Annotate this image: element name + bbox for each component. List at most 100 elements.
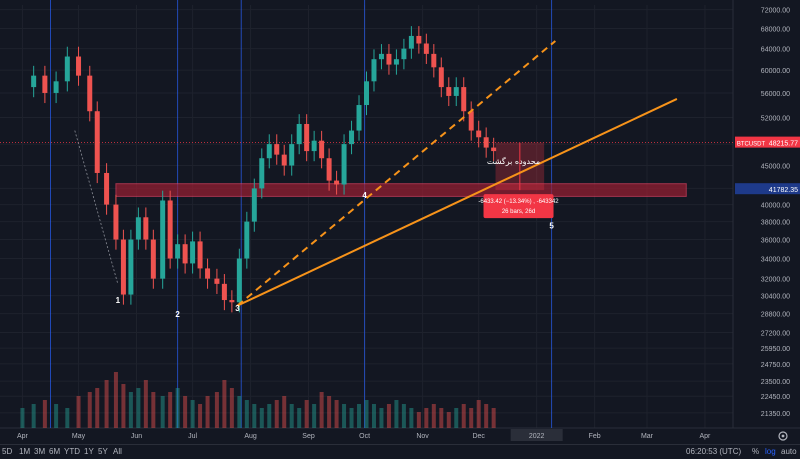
candle-body[interactable] [378, 53, 384, 60]
candle-body[interactable] [229, 300, 235, 303]
candle-body[interactable] [197, 241, 203, 269]
timeframe-5y[interactable]: 5Y [98, 447, 108, 456]
candle-body[interactable] [364, 81, 369, 106]
candle-body[interactable] [453, 87, 459, 96]
candle-body[interactable] [221, 283, 227, 301]
wave-marker-5: 5 [549, 222, 554, 231]
candle-body[interactable] [266, 144, 272, 159]
candle-body[interactable] [319, 140, 325, 159]
candle-body[interactable] [113, 204, 119, 240]
support-zone[interactable] [115, 183, 687, 197]
x-tick-label: Apr [17, 433, 29, 440]
candle-body[interactable] [205, 268, 211, 279]
candle-body[interactable] [311, 140, 317, 152]
candle-body[interactable] [160, 200, 166, 279]
candle-body[interactable] [64, 56, 70, 82]
candle-body[interactable] [401, 48, 407, 60]
candle-body[interactable] [356, 105, 362, 131]
trendline-dashed[interactable] [236, 40, 556, 307]
candle-body[interactable] [128, 239, 134, 295]
candle-body[interactable] [386, 53, 392, 65]
timeframe-all[interactable]: All [113, 447, 122, 456]
candle-body[interactable] [461, 87, 467, 112]
candle-body[interactable] [251, 188, 257, 222]
volume-bar [484, 404, 489, 428]
candle-body[interactable] [393, 59, 399, 65]
candle-body[interactable] [244, 221, 250, 259]
candle-body[interactable] [371, 59, 377, 82]
timeframe-3m[interactable]: 3M [34, 447, 46, 456]
y-tick-label: 38000.00 [761, 220, 790, 227]
volume-bar [205, 396, 210, 428]
candle-body[interactable] [274, 144, 280, 155]
timeframe-1m[interactable]: 1M [19, 447, 31, 456]
candle-body[interactable] [289, 144, 295, 166]
timeframe-5d[interactable]: 5D [2, 447, 13, 456]
y-tick-label: 27200.00 [761, 331, 790, 338]
candle-body[interactable] [87, 75, 93, 112]
candle-body[interactable] [53, 81, 59, 93]
y-tick-label: 72000.00 [761, 8, 790, 15]
candle-body[interactable] [104, 172, 110, 205]
candle-body[interactable] [476, 130, 482, 138]
candle-body[interactable] [259, 158, 265, 189]
candle-body[interactable] [167, 200, 173, 259]
candle-body[interactable] [423, 43, 429, 54]
candle-body[interactable] [76, 56, 82, 76]
timeframe-6m[interactable]: 6M [49, 447, 61, 456]
candle-body[interactable] [31, 75, 37, 88]
volume-bar [446, 412, 451, 428]
candle-body[interactable] [408, 35, 414, 49]
candle-body[interactable] [446, 87, 452, 96]
x-tick-label: Feb [589, 433, 601, 440]
volume-bar [439, 408, 444, 428]
percent-toggle[interactable]: % [752, 447, 760, 456]
timeframe-1y[interactable]: 1Y [84, 447, 94, 456]
trendline-dotted[interactable] [74, 130, 119, 284]
candle-body[interactable] [236, 258, 242, 303]
candle-body[interactable] [349, 130, 355, 145]
volume-bar [394, 400, 399, 428]
candle-body[interactable] [150, 239, 156, 279]
candle-body[interactable] [468, 111, 474, 131]
candle-body[interactable] [182, 244, 188, 264]
candle-body[interactable] [190, 241, 196, 264]
candle-body[interactable] [438, 67, 444, 88]
volume-bar [267, 404, 272, 428]
candle-body[interactable] [304, 123, 310, 152]
timeframe-ytd[interactable]: YTD [64, 447, 80, 456]
candle-body[interactable] [431, 53, 437, 68]
volume-bar [121, 384, 126, 428]
log-toggle[interactable]: log [765, 447, 776, 456]
candle-body[interactable] [120, 239, 126, 295]
y-tick-label: 22450.00 [761, 394, 790, 401]
candle-body[interactable] [143, 217, 149, 240]
y-tick-label: 52000.00 [761, 116, 790, 123]
candle-body[interactable] [334, 180, 340, 185]
candle-body[interactable] [491, 147, 497, 152]
volume-bar [20, 408, 25, 428]
settings-gear-icon[interactable] [778, 431, 788, 441]
volume-bar [252, 404, 257, 428]
candle-body[interactable] [296, 123, 302, 145]
auto-toggle[interactable]: auto [781, 447, 797, 456]
volume-bar [297, 408, 302, 428]
candle-body[interactable] [483, 137, 489, 148]
candle-body[interactable] [326, 158, 332, 181]
volume-bar [175, 388, 180, 428]
price-chart[interactable]: 72000.00 68000.00 64000.00 60000.00 56000.00… [0, 0, 800, 444]
candle-body[interactable] [175, 244, 181, 259]
candle-body[interactable] [94, 111, 100, 173]
volume-bar [214, 392, 219, 428]
candle-body[interactable] [341, 144, 347, 185]
candle-body[interactable] [42, 75, 48, 93]
x-tick-label: 2022 [529, 433, 545, 440]
candle-body[interactable] [281, 154, 287, 166]
volume-bar [312, 404, 317, 428]
x-tick-label: Nov [416, 433, 429, 440]
trendline-solid[interactable] [237, 98, 678, 307]
candle-body[interactable] [214, 278, 220, 284]
volume-bar [76, 396, 81, 428]
candle-body[interactable] [135, 217, 141, 240]
candle-body[interactable] [416, 35, 422, 44]
